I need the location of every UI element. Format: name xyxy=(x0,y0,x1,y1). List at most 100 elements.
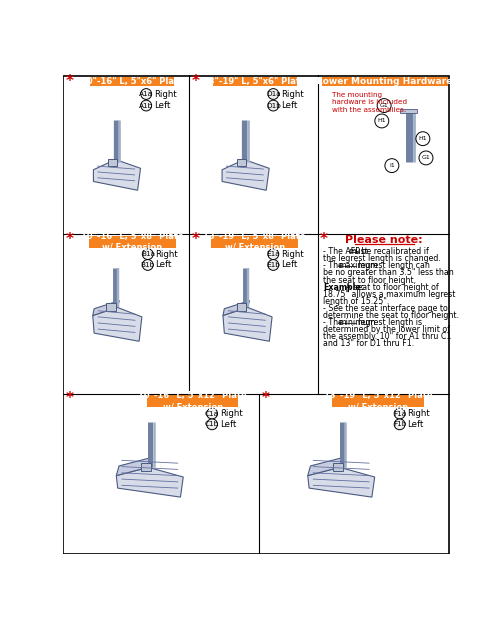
Text: and 13" for D1 thru F1.: and 13" for D1 thru F1. xyxy=(323,340,414,348)
Text: F1b: F1b xyxy=(393,421,406,427)
Text: minimum: minimum xyxy=(338,318,376,327)
Polygon shape xyxy=(93,307,142,341)
Bar xyxy=(332,395,424,407)
Text: Left: Left xyxy=(281,101,297,110)
Text: be recalibrated if: be recalibrated if xyxy=(359,247,429,256)
Circle shape xyxy=(206,408,218,419)
Text: legrest length can: legrest length can xyxy=(356,262,430,270)
Bar xyxy=(212,235,298,248)
Text: Right: Right xyxy=(154,90,176,98)
Bar xyxy=(237,159,246,166)
Text: The mounting
hardware is included
with the assemblies.: The mounting hardware is included with t… xyxy=(332,92,407,113)
Circle shape xyxy=(142,249,153,260)
Circle shape xyxy=(141,88,152,100)
Text: A1a: A1a xyxy=(139,91,153,97)
Text: Right: Right xyxy=(408,409,430,418)
Text: G1: G1 xyxy=(380,103,388,108)
Text: D1a: D1a xyxy=(266,91,280,97)
Text: Right: Right xyxy=(220,409,242,418)
Bar xyxy=(322,77,448,87)
Text: *: * xyxy=(320,232,328,247)
Circle shape xyxy=(394,408,405,419)
Text: G1: G1 xyxy=(422,155,430,160)
Text: Lower Mounting Hardware: Lower Mounting Hardware xyxy=(317,77,452,86)
Text: Left: Left xyxy=(281,260,297,270)
Text: B1a: B1a xyxy=(141,251,155,257)
Text: E1a: E1a xyxy=(266,251,280,257)
Circle shape xyxy=(268,260,278,270)
Text: the seat to floor height.: the seat to floor height. xyxy=(323,275,416,285)
Text: 18.75" allows a maximum legrest: 18.75" allows a maximum legrest xyxy=(323,290,456,299)
Text: D1b: D1b xyxy=(266,103,280,108)
Text: *: * xyxy=(66,391,74,406)
Polygon shape xyxy=(93,301,120,315)
Text: H1: H1 xyxy=(378,118,386,123)
Text: maximum: maximum xyxy=(338,262,378,270)
Text: determined by the lower limit of: determined by the lower limit of xyxy=(323,325,450,334)
Circle shape xyxy=(375,114,389,128)
Text: length of 15.25".: length of 15.25". xyxy=(323,297,390,306)
Circle shape xyxy=(142,260,153,270)
Text: *: * xyxy=(192,74,200,89)
Text: the legrest length is changed.: the legrest length is changed. xyxy=(323,254,441,264)
Text: C1a: C1a xyxy=(205,411,219,417)
Text: 10"-16" L, 5"x8" Plate
w/ Extension: 10"-16" L, 5"x8" Plate w/ Extension xyxy=(81,232,184,252)
Polygon shape xyxy=(116,458,151,475)
Polygon shape xyxy=(94,159,140,190)
Text: must: must xyxy=(348,247,368,256)
Text: - See the seat interface page to: - See the seat interface page to xyxy=(323,304,448,313)
Text: the assembly. 10" for A1 thru C1: the assembly. 10" for A1 thru C1 xyxy=(323,332,452,341)
Circle shape xyxy=(385,159,399,173)
Bar xyxy=(213,77,296,87)
Text: I1: I1 xyxy=(389,163,395,168)
Polygon shape xyxy=(308,467,374,497)
Circle shape xyxy=(377,98,391,113)
Polygon shape xyxy=(223,301,250,315)
Text: C1b: C1b xyxy=(205,421,219,427)
Text: A1b: A1b xyxy=(139,103,154,108)
Text: *: * xyxy=(66,74,74,89)
Text: Left: Left xyxy=(220,420,236,429)
Text: Left: Left xyxy=(156,260,172,270)
Text: Please note:: Please note: xyxy=(346,234,423,245)
Text: Example:: Example: xyxy=(323,283,364,292)
Circle shape xyxy=(141,100,152,111)
Text: - The: - The xyxy=(323,318,345,327)
Text: F1a: F1a xyxy=(393,411,406,417)
Bar xyxy=(400,108,416,113)
Text: 10"-16" L, 5"x12" Plate
w/ Extension: 10"-16" L, 5"x12" Plate w/ Extension xyxy=(138,391,247,411)
Bar xyxy=(142,463,151,472)
Bar xyxy=(147,395,238,407)
Text: 13"-19" L, 5"x12" Plate
w/ Extension: 13"-19" L, 5"x12" Plate w/ Extension xyxy=(324,391,432,411)
Text: Left: Left xyxy=(408,420,424,429)
Bar xyxy=(236,303,246,312)
Text: Left: Left xyxy=(154,101,170,110)
Circle shape xyxy=(268,88,278,100)
Text: 10"-16" L, 5"x6" Plate: 10"-16" L, 5"x6" Plate xyxy=(81,77,184,86)
Bar xyxy=(106,303,116,312)
Text: E1b: E1b xyxy=(266,262,280,268)
Bar xyxy=(333,463,342,472)
Text: Right: Right xyxy=(281,90,304,98)
Text: Right: Right xyxy=(156,250,178,259)
Text: *: * xyxy=(262,391,270,406)
Polygon shape xyxy=(308,458,342,475)
Circle shape xyxy=(416,131,430,146)
Text: be no greater than 3.5" less than: be no greater than 3.5" less than xyxy=(323,269,454,277)
Circle shape xyxy=(206,419,218,430)
Text: - The AFP: - The AFP xyxy=(323,247,362,256)
Polygon shape xyxy=(222,159,269,190)
Text: B1b: B1b xyxy=(140,262,155,268)
Text: H1: H1 xyxy=(418,136,427,141)
Circle shape xyxy=(394,419,405,430)
Text: A seat to floor height of: A seat to floor height of xyxy=(344,283,439,292)
Text: *: * xyxy=(66,232,74,247)
Text: Right: Right xyxy=(281,250,304,259)
Text: legrest length is: legrest length is xyxy=(356,318,422,327)
Circle shape xyxy=(268,100,278,111)
Bar xyxy=(108,159,117,166)
Circle shape xyxy=(268,249,278,260)
Bar xyxy=(90,77,174,87)
Polygon shape xyxy=(116,467,183,497)
Text: determine the seat to floor height.: determine the seat to floor height. xyxy=(323,311,459,320)
